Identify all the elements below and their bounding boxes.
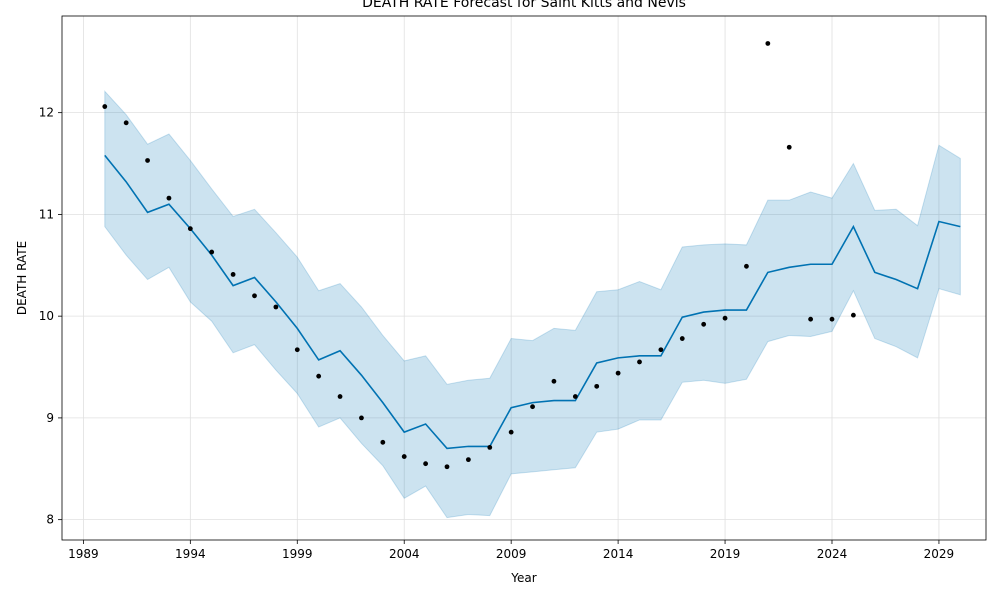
observed-point [294,347,300,353]
observed-point [829,316,835,322]
y-tick-label: 8 [46,513,54,527]
y-axis-ticks: 8 9 10 11 12 [39,106,62,527]
y-tick-label: 9 [46,411,54,425]
observed-point [187,226,193,232]
y-tick-label: 11 [39,207,54,221]
x-tick-label: 2014 [603,547,634,561]
observed-point [145,158,150,163]
observed-point [166,195,172,201]
plot-frame [61,15,987,541]
x-axis-ticks: 1989 1994 1999 2004 2009 2014 2019 2024 2029 [68,540,954,561]
observed-point [123,120,129,126]
x-tick-label: 1999 [282,547,313,561]
x-axis-label: Year [510,571,536,585]
observed-point [594,383,600,389]
uncertainty-band [104,90,961,519]
observed-point [102,104,108,109]
x-tick-label: 1994 [175,547,206,561]
x-tick-label: 2024 [817,547,848,561]
x-tick-label: 2009 [496,547,527,561]
x-tick-label: 2019 [710,547,741,561]
forecast-line [104,154,961,450]
observed-point [209,249,215,255]
observed-point [316,373,322,379]
observed-point [465,457,471,463]
observed-point [786,144,792,150]
y-axis-label: DEATH RATE [15,241,29,315]
observed-point [551,378,557,384]
observed-point [572,394,578,399]
observed-point [444,464,450,470]
forecast-series-line [104,154,961,450]
x-tick-label: 2029 [924,547,955,561]
x-tick-label: 1989 [68,547,99,561]
observed-point [487,445,493,450]
observed-point [380,439,386,445]
observed-point [615,370,621,376]
observed-point [337,394,343,399]
observed-point [230,272,236,277]
y-tick-label: 12 [39,106,54,120]
x-tick-label: 2004 [389,547,420,561]
observed-point [679,336,685,341]
observed-point [701,321,707,327]
observed-point [401,454,407,459]
observed-point [273,304,279,310]
observed-point [359,415,364,421]
observed-point [508,429,514,435]
grid-lines [62,16,986,540]
observed-point [530,404,535,410]
observed-point [722,315,728,321]
observed-point [252,293,257,299]
observed-point [765,41,771,46]
observed-point [850,312,856,318]
observed-point [808,316,814,322]
observed-point [637,359,642,365]
chart-title: DEATH RATE Forecast for Saint Kitts and … [362,0,686,11]
observed-point [744,263,749,269]
observed-points [102,41,856,470]
uncertainty-band-area [104,90,961,519]
observed-point [423,461,429,467]
observed-point [658,347,664,353]
y-tick-label: 10 [39,309,54,323]
